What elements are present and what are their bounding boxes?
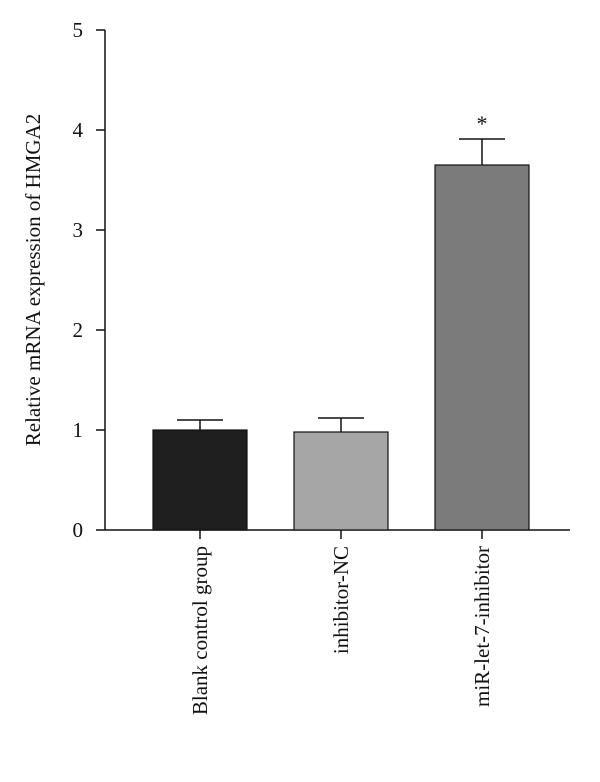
y-tick-label: 2 <box>73 318 84 342</box>
y-axis-title: Relative mRNA expression of HMGA2 <box>21 114 45 446</box>
bar <box>152 429 248 531</box>
y-tick-label: 5 <box>73 18 84 42</box>
x-tick-label: inhibitor-NC <box>329 546 353 654</box>
y-tick-label: 1 <box>73 418 84 442</box>
significance-mark: * <box>477 111 488 136</box>
y-tick-label: 4 <box>73 118 84 142</box>
y-ticks: 0 1 2 3 4 5 <box>73 18 105 542</box>
y-tick-label: 3 <box>73 218 84 242</box>
x-tick-label: miR-let-7-inhibitor <box>470 546 494 707</box>
bar <box>434 164 530 531</box>
x-tick-labels: Blank control group inhibitor-NC miR-let-7… <box>188 530 494 715</box>
bars-group: * <box>152 111 530 531</box>
x-tick-label: Blank control group <box>188 546 212 715</box>
bar <box>293 431 389 531</box>
y-tick-label: 0 <box>73 518 84 542</box>
